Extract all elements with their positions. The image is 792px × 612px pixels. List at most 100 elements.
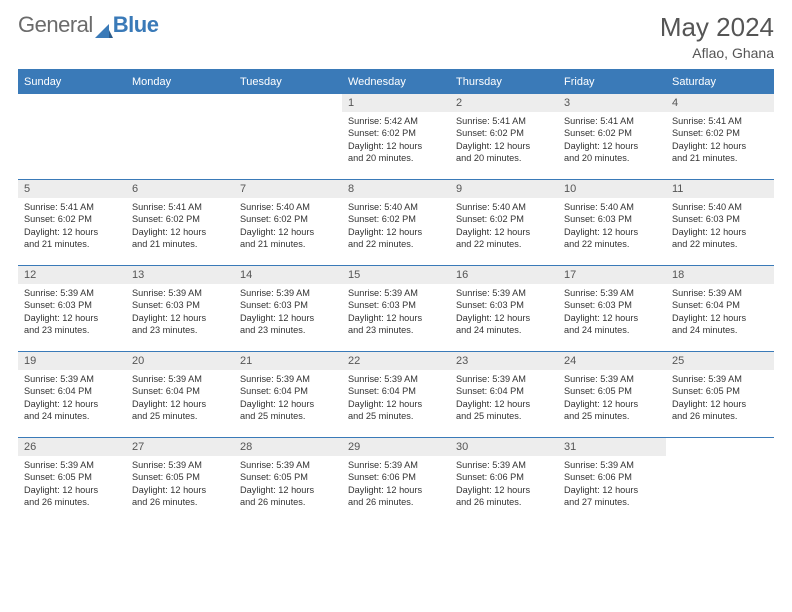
calendar-cell: 5Sunrise: 5:41 AMSunset: 6:02 PMDaylight… bbox=[18, 180, 126, 266]
calendar-cell: 22Sunrise: 5:39 AMSunset: 6:04 PMDayligh… bbox=[342, 352, 450, 438]
day-details: Sunrise: 5:39 AMSunset: 6:06 PMDaylight:… bbox=[558, 456, 666, 513]
calendar-cell: 31Sunrise: 5:39 AMSunset: 6:06 PMDayligh… bbox=[558, 438, 666, 524]
day-number: 17 bbox=[558, 266, 666, 284]
calendar-row: 19Sunrise: 5:39 AMSunset: 6:04 PMDayligh… bbox=[18, 352, 774, 438]
day-number: 16 bbox=[450, 266, 558, 284]
day-details: Sunrise: 5:41 AMSunset: 6:02 PMDaylight:… bbox=[558, 112, 666, 169]
day-number: 10 bbox=[558, 180, 666, 198]
day-details: Sunrise: 5:39 AMSunset: 6:03 PMDaylight:… bbox=[234, 284, 342, 341]
calendar-body: ......1Sunrise: 5:42 AMSunset: 6:02 PMDa… bbox=[18, 94, 774, 524]
day-details: Sunrise: 5:41 AMSunset: 6:02 PMDaylight:… bbox=[18, 198, 126, 255]
calendar-cell: 1Sunrise: 5:42 AMSunset: 6:02 PMDaylight… bbox=[342, 94, 450, 180]
day-details: Sunrise: 5:39 AMSunset: 6:03 PMDaylight:… bbox=[450, 284, 558, 341]
calendar-cell: 16Sunrise: 5:39 AMSunset: 6:03 PMDayligh… bbox=[450, 266, 558, 352]
day-details: Sunrise: 5:39 AMSunset: 6:04 PMDaylight:… bbox=[18, 370, 126, 427]
day-number: 3 bbox=[558, 94, 666, 112]
day-number: 30 bbox=[450, 438, 558, 456]
calendar-cell: 28Sunrise: 5:39 AMSunset: 6:05 PMDayligh… bbox=[234, 438, 342, 524]
day-details: Sunrise: 5:39 AMSunset: 6:03 PMDaylight:… bbox=[342, 284, 450, 341]
weekday-friday: Friday bbox=[558, 70, 666, 94]
day-details: Sunrise: 5:40 AMSunset: 6:02 PMDaylight:… bbox=[234, 198, 342, 255]
logo-text-2: Blue bbox=[113, 12, 159, 38]
calendar-cell: 21Sunrise: 5:39 AMSunset: 6:04 PMDayligh… bbox=[234, 352, 342, 438]
day-number: 29 bbox=[342, 438, 450, 456]
day-number: 27 bbox=[126, 438, 234, 456]
calendar-cell: 4Sunrise: 5:41 AMSunset: 6:02 PMDaylight… bbox=[666, 94, 774, 180]
day-details: Sunrise: 5:39 AMSunset: 6:04 PMDaylight:… bbox=[342, 370, 450, 427]
day-number: 19 bbox=[18, 352, 126, 370]
calendar-cell: 14Sunrise: 5:39 AMSunset: 6:03 PMDayligh… bbox=[234, 266, 342, 352]
day-number: 22 bbox=[342, 352, 450, 370]
day-number: 1 bbox=[342, 94, 450, 112]
day-number: 12 bbox=[18, 266, 126, 284]
calendar-cell: 2Sunrise: 5:41 AMSunset: 6:02 PMDaylight… bbox=[450, 94, 558, 180]
day-details: Sunrise: 5:40 AMSunset: 6:03 PMDaylight:… bbox=[558, 198, 666, 255]
day-details: Sunrise: 5:39 AMSunset: 6:04 PMDaylight:… bbox=[450, 370, 558, 427]
calendar-cell: 7Sunrise: 5:40 AMSunset: 6:02 PMDaylight… bbox=[234, 180, 342, 266]
day-number: 18 bbox=[666, 266, 774, 284]
day-details: Sunrise: 5:39 AMSunset: 6:05 PMDaylight:… bbox=[234, 456, 342, 513]
day-number: 26 bbox=[18, 438, 126, 456]
day-number: 14 bbox=[234, 266, 342, 284]
day-details: Sunrise: 5:39 AMSunset: 6:04 PMDaylight:… bbox=[234, 370, 342, 427]
calendar-cell: 17Sunrise: 5:39 AMSunset: 6:03 PMDayligh… bbox=[558, 266, 666, 352]
calendar-cell: 23Sunrise: 5:39 AMSunset: 6:04 PMDayligh… bbox=[450, 352, 558, 438]
calendar-cell: 9Sunrise: 5:40 AMSunset: 6:02 PMDaylight… bbox=[450, 180, 558, 266]
day-details: Sunrise: 5:39 AMSunset: 6:03 PMDaylight:… bbox=[18, 284, 126, 341]
header: General Blue May 2024 Aflao, Ghana bbox=[18, 12, 774, 61]
day-details: Sunrise: 5:39 AMSunset: 6:05 PMDaylight:… bbox=[18, 456, 126, 513]
day-details: Sunrise: 5:39 AMSunset: 6:03 PMDaylight:… bbox=[558, 284, 666, 341]
calendar-row: ......1Sunrise: 5:42 AMSunset: 6:02 PMDa… bbox=[18, 94, 774, 180]
calendar-cell: 15Sunrise: 5:39 AMSunset: 6:03 PMDayligh… bbox=[342, 266, 450, 352]
day-number: 6 bbox=[126, 180, 234, 198]
day-number: 2 bbox=[450, 94, 558, 112]
day-number: 8 bbox=[342, 180, 450, 198]
day-details: Sunrise: 5:40 AMSunset: 6:03 PMDaylight:… bbox=[666, 198, 774, 255]
calendar-cell: .. bbox=[666, 438, 774, 524]
day-number: 23 bbox=[450, 352, 558, 370]
calendar-row: 26Sunrise: 5:39 AMSunset: 6:05 PMDayligh… bbox=[18, 438, 774, 524]
logo-sail-icon bbox=[95, 18, 113, 32]
day-number: 7 bbox=[234, 180, 342, 198]
day-number: 21 bbox=[234, 352, 342, 370]
weekday-thursday: Thursday bbox=[450, 70, 558, 94]
calendar-cell: 27Sunrise: 5:39 AMSunset: 6:05 PMDayligh… bbox=[126, 438, 234, 524]
day-number: 31 bbox=[558, 438, 666, 456]
calendar-cell: .. bbox=[126, 94, 234, 180]
day-details: Sunrise: 5:39 AMSunset: 6:04 PMDaylight:… bbox=[126, 370, 234, 427]
calendar-table: SundayMondayTuesdayWednesdayThursdayFrid… bbox=[18, 69, 774, 524]
day-number: 20 bbox=[126, 352, 234, 370]
calendar-row: 12Sunrise: 5:39 AMSunset: 6:03 PMDayligh… bbox=[18, 266, 774, 352]
day-details: Sunrise: 5:39 AMSunset: 6:03 PMDaylight:… bbox=[126, 284, 234, 341]
weekday-wednesday: Wednesday bbox=[342, 70, 450, 94]
day-details: Sunrise: 5:39 AMSunset: 6:05 PMDaylight:… bbox=[666, 370, 774, 427]
calendar-cell: .. bbox=[234, 94, 342, 180]
calendar-cell: 19Sunrise: 5:39 AMSunset: 6:04 PMDayligh… bbox=[18, 352, 126, 438]
day-details: Sunrise: 5:40 AMSunset: 6:02 PMDaylight:… bbox=[342, 198, 450, 255]
day-number: 4 bbox=[666, 94, 774, 112]
day-number: 28 bbox=[234, 438, 342, 456]
day-number: 13 bbox=[126, 266, 234, 284]
day-details: Sunrise: 5:41 AMSunset: 6:02 PMDaylight:… bbox=[126, 198, 234, 255]
calendar-cell: 10Sunrise: 5:40 AMSunset: 6:03 PMDayligh… bbox=[558, 180, 666, 266]
day-details: Sunrise: 5:39 AMSunset: 6:06 PMDaylight:… bbox=[342, 456, 450, 513]
calendar-cell: 8Sunrise: 5:40 AMSunset: 6:02 PMDaylight… bbox=[342, 180, 450, 266]
day-details: Sunrise: 5:39 AMSunset: 6:06 PMDaylight:… bbox=[450, 456, 558, 513]
weekday-header-row: SundayMondayTuesdayWednesdayThursdayFrid… bbox=[18, 70, 774, 94]
calendar-cell: 11Sunrise: 5:40 AMSunset: 6:03 PMDayligh… bbox=[666, 180, 774, 266]
calendar-cell: 25Sunrise: 5:39 AMSunset: 6:05 PMDayligh… bbox=[666, 352, 774, 438]
calendar-cell: 24Sunrise: 5:39 AMSunset: 6:05 PMDayligh… bbox=[558, 352, 666, 438]
location: Aflao, Ghana bbox=[660, 45, 774, 61]
title-block: May 2024 Aflao, Ghana bbox=[660, 12, 774, 61]
weekday-monday: Monday bbox=[126, 70, 234, 94]
calendar-cell: .. bbox=[18, 94, 126, 180]
logo-text-1: General bbox=[18, 12, 93, 38]
calendar-cell: 26Sunrise: 5:39 AMSunset: 6:05 PMDayligh… bbox=[18, 438, 126, 524]
calendar-cell: 29Sunrise: 5:39 AMSunset: 6:06 PMDayligh… bbox=[342, 438, 450, 524]
day-number: 24 bbox=[558, 352, 666, 370]
weekday-saturday: Saturday bbox=[666, 70, 774, 94]
day-details: Sunrise: 5:41 AMSunset: 6:02 PMDaylight:… bbox=[450, 112, 558, 169]
day-number: 9 bbox=[450, 180, 558, 198]
day-number: 11 bbox=[666, 180, 774, 198]
weekday-sunday: Sunday bbox=[18, 70, 126, 94]
